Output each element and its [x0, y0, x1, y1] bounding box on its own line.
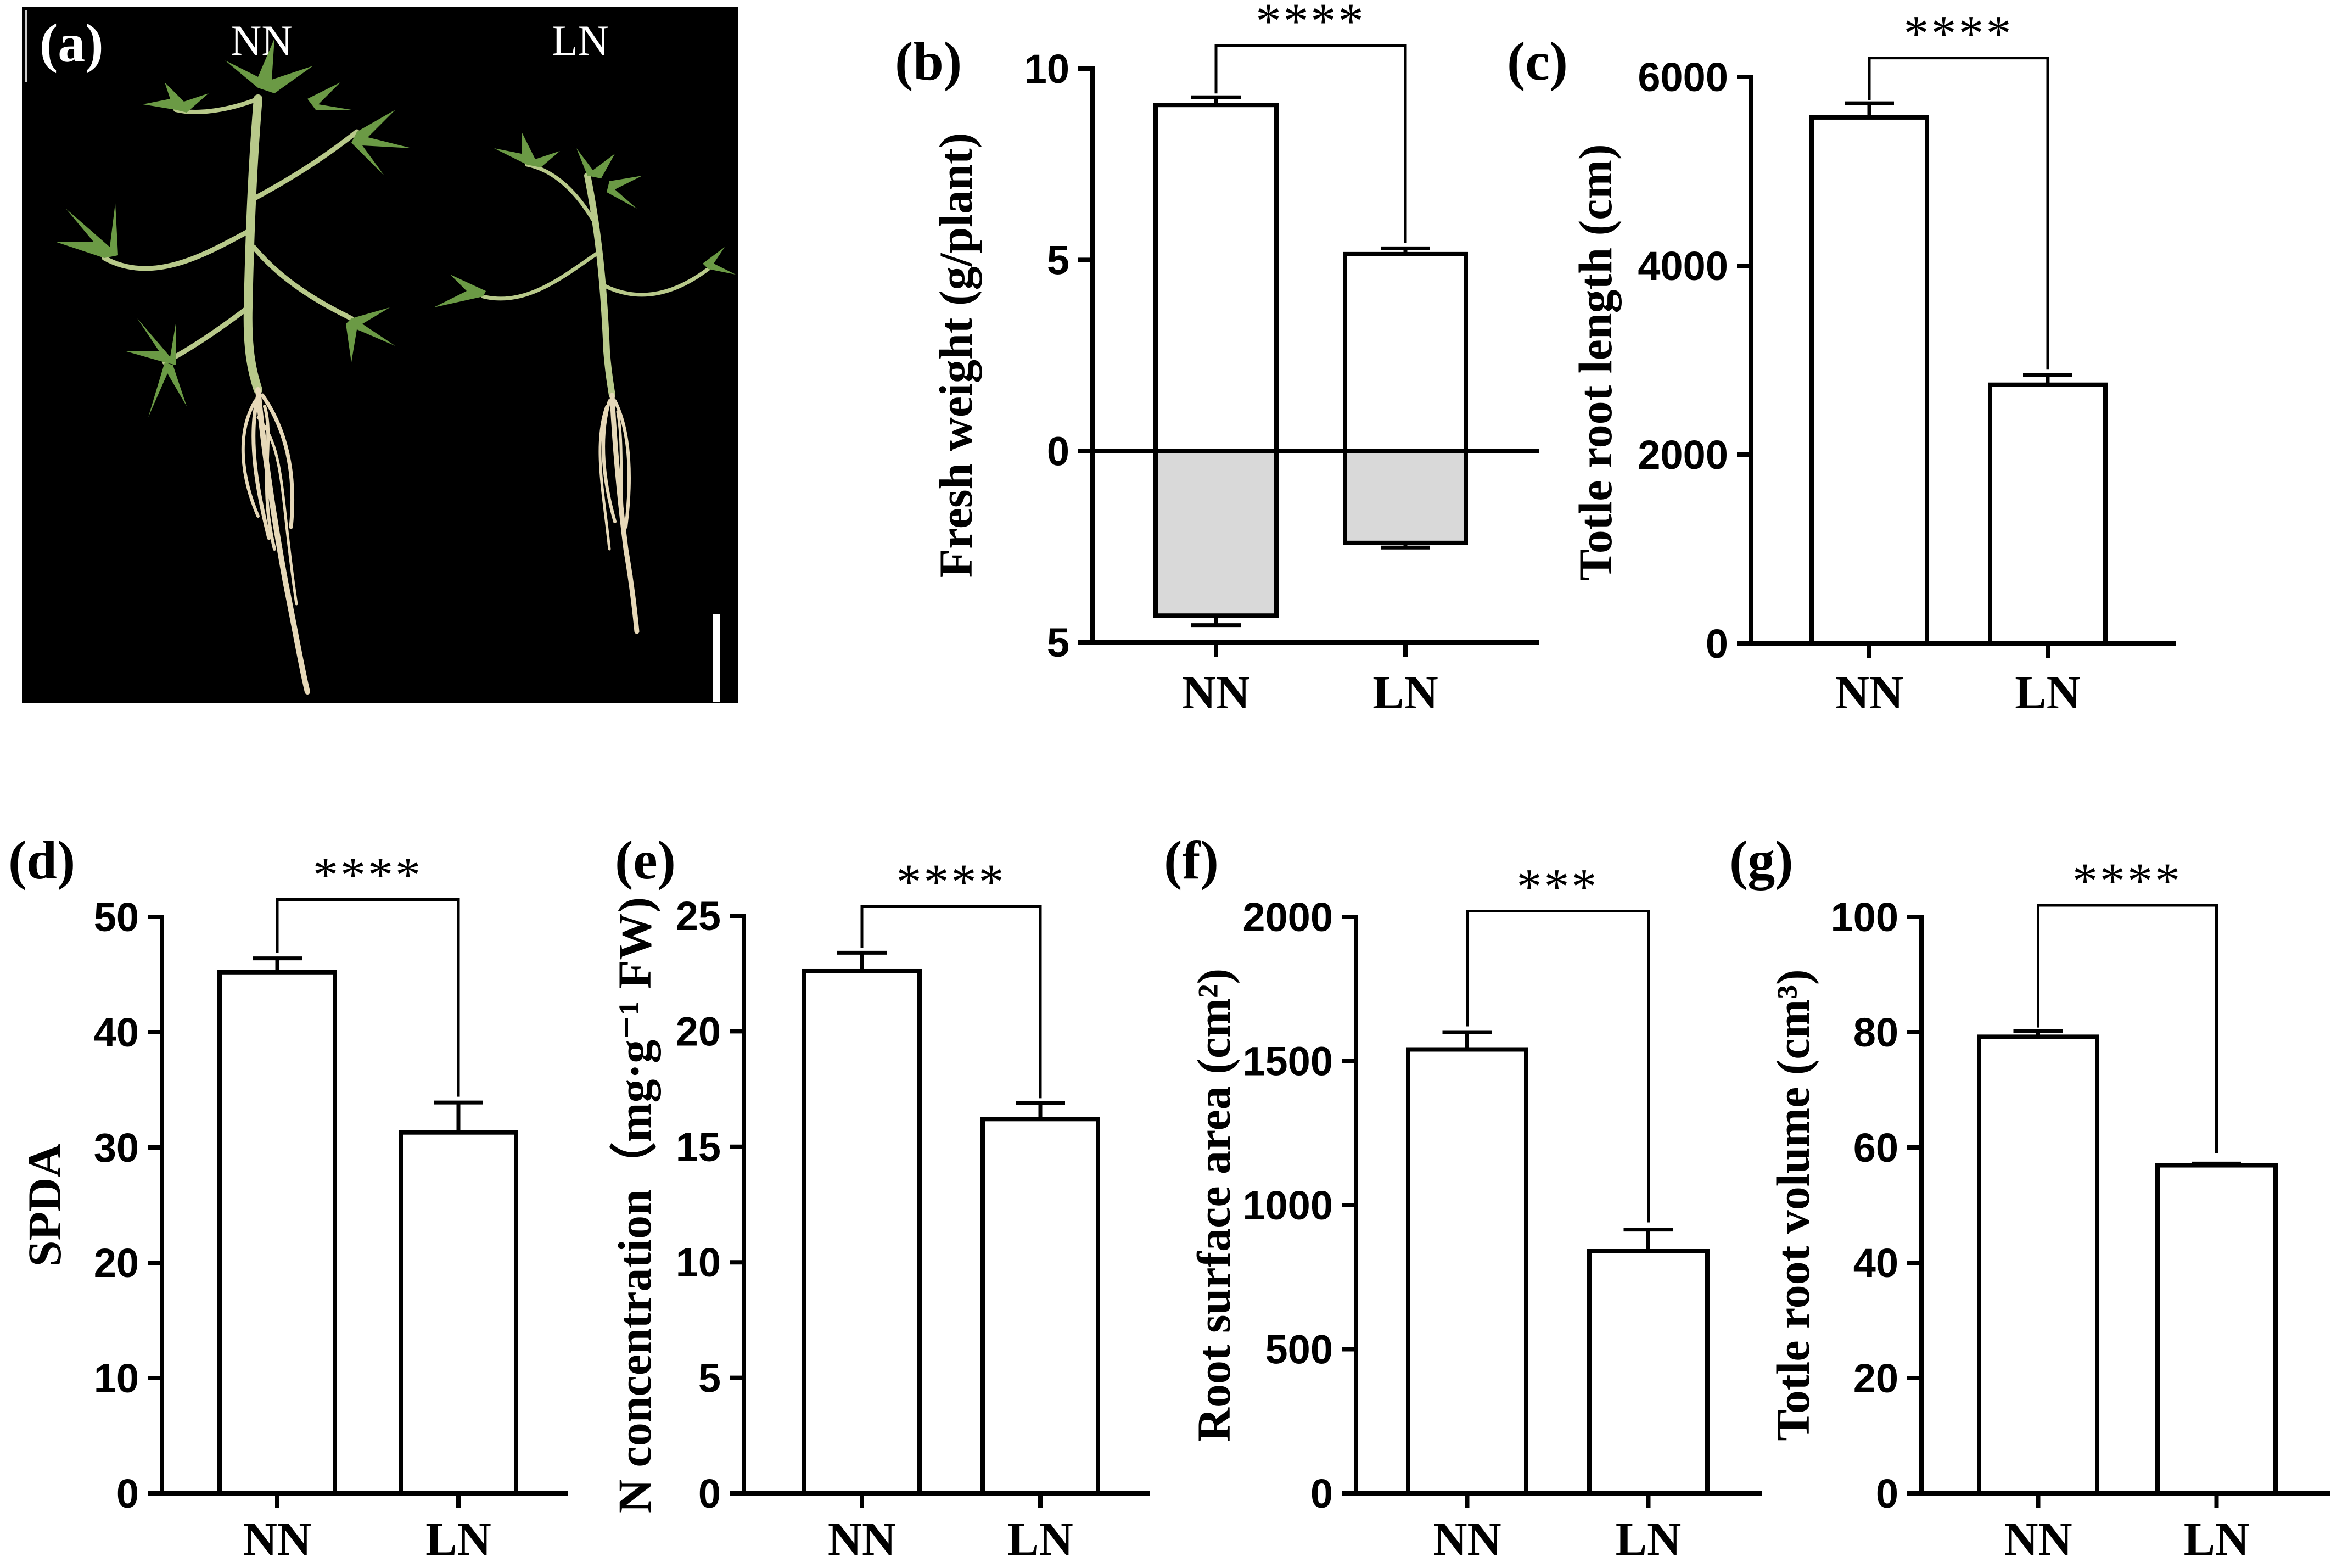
ln-plant-image	[434, 132, 736, 634]
bar-ln	[1587, 1249, 1710, 1496]
y-axis-label: Totle root volume (cm³)	[1767, 969, 1819, 1441]
significance-label: ****	[1256, 0, 1366, 49]
panel-label: (b)	[895, 31, 962, 92]
y-axis-label: SPDA	[18, 1144, 71, 1267]
x-category-label: NN	[1835, 666, 1903, 719]
x-category-label: NN	[828, 1513, 896, 1565]
y-tick-label: 5	[1047, 620, 1069, 665]
y-tick-label: 60	[1853, 1125, 1898, 1171]
y-tick-label: 0	[1876, 1471, 1898, 1516]
y-tick-label: 40	[1853, 1240, 1898, 1286]
x-category-label: LN	[1372, 666, 1438, 719]
bar-nn	[1809, 115, 1929, 646]
significance-label: ****	[313, 847, 423, 903]
y-tick-label: 4000	[1638, 243, 1728, 289]
panel-label: (c)	[1507, 31, 1568, 92]
x-category-label: NN	[1182, 666, 1250, 719]
y-tick-label: 10	[94, 1356, 139, 1401]
y-tick-label: 5	[698, 1356, 721, 1401]
y-tick-label: 30	[94, 1125, 139, 1171]
bar-ln	[2155, 1163, 2278, 1496]
y-axis-label: Root surface area (cm²)	[1187, 968, 1240, 1442]
x-category-label: NN	[1433, 1513, 1501, 1565]
y-tick-label: 20	[676, 1009, 721, 1054]
bar-ln	[980, 1117, 1100, 1496]
panel-label: (f)	[1164, 830, 1219, 891]
significance-bracket	[276, 898, 460, 1097]
significance-label: ****	[2072, 853, 2182, 909]
panel-c-root-length-chart: (c) 0 2000 4000 6000 NN LN Totle root length (c…	[1507, 5, 2176, 719]
significance-label: ****	[1904, 5, 2014, 61]
panel-b-fresh-weight-chart: (b) 5 0 5 10 NN LN Fresh weight (g/plant) ****	[895, 0, 1539, 719]
x-category-label: NN	[243, 1513, 311, 1565]
panel-d-spda-chart: (d) 0 10 20 30 40 50 NN LN SPDA ****	[8, 830, 568, 1565]
bar-ln-series-1	[1343, 449, 1468, 545]
significance-bracket	[2037, 904, 2218, 1153]
significance-bracket	[1466, 910, 1650, 1223]
y-axis-label: Fresh weight (g/plant)	[929, 133, 982, 578]
bar-ln	[399, 1130, 518, 1496]
bar-nn	[1977, 1034, 2099, 1496]
nn-plant-image	[55, 38, 412, 695]
panel-f-root-surface-area-chart: (f) 0 500 1000 1500 2000 NN LN Root surface area…	[1164, 830, 1762, 1565]
y-tick-label: 0	[1706, 621, 1728, 667]
bar-nn	[217, 970, 337, 1496]
y-tick-label: 2000	[1638, 432, 1728, 478]
y-tick-label: 20	[1853, 1356, 1898, 1401]
bar-ln-series-0	[1343, 251, 1468, 453]
y-tick-label: 1500	[1242, 1039, 1333, 1084]
x-category-label: LN	[2184, 1513, 2249, 1565]
significance-label: ****	[896, 854, 1006, 910]
bar-nn	[802, 968, 922, 1496]
y-tick-label: 6000	[1638, 54, 1728, 100]
y-tick-label: 5	[1047, 237, 1069, 283]
photo-panel: (a) NN LN	[22, 7, 738, 703]
significance-bracket	[1868, 57, 2049, 370]
y-axis-label: N concentration（mg·g⁻¹ FW)	[608, 897, 661, 1513]
bar-nn-series-1	[1153, 449, 1279, 618]
y-tick-label: 0	[116, 1471, 139, 1516]
y-tick-label: 80	[1853, 1010, 1898, 1055]
significance-bracket	[1214, 44, 1407, 243]
y-tick-label: 1000	[1242, 1183, 1333, 1228]
y-tick-label: 100	[1831, 894, 1898, 940]
y-tick-label: 0	[698, 1471, 721, 1516]
photo-panel-label: (a)	[40, 13, 104, 74]
photo-label-nn: NN	[231, 16, 293, 64]
y-axis-label: Totle root length (cm)	[1569, 144, 1622, 580]
bar-ln	[1988, 382, 2108, 646]
x-category-label: NN	[2004, 1513, 2072, 1565]
x-category-label: LN	[2015, 666, 2080, 719]
bar-nn-series-0	[1153, 103, 1279, 453]
panel-g-root-volume-chart: (g) 0 20 40 60 80 100 NN LN Totle root volume (cm…	[1729, 830, 2330, 1565]
panel-e-n-concentration-chart: (e) 0 5 10 15 20 25 NN LN N concentration（mg·g⁻¹ …	[608, 830, 1150, 1565]
significance-label: ***	[1517, 859, 1599, 915]
y-tick-label: 40	[94, 1010, 139, 1055]
panel-label: (d)	[8, 830, 75, 891]
panel-label: (g)	[1729, 830, 1794, 891]
x-category-label: LN	[425, 1513, 491, 1565]
y-tick-label: 25	[676, 893, 721, 939]
x-category-label: LN	[1616, 1513, 1681, 1565]
panel-label: (e)	[615, 830, 676, 891]
y-tick-label: 500	[1265, 1327, 1333, 1373]
y-tick-label: 10	[1024, 46, 1069, 92]
photo-label-ln: LN	[552, 16, 609, 64]
significance-bracket	[860, 905, 1042, 1099]
y-tick-label: 15	[676, 1124, 721, 1170]
y-tick-label: 0	[1310, 1471, 1333, 1516]
scale-bar	[713, 614, 720, 702]
y-tick-label: 50	[94, 894, 139, 940]
bar-nn	[1406, 1047, 1528, 1496]
x-category-label: LN	[1007, 1513, 1073, 1565]
y-tick-label: 10	[676, 1240, 721, 1285]
y-tick-label: 20	[94, 1240, 139, 1286]
y-tick-label: 0	[1047, 429, 1069, 474]
y-tick-label: 2000	[1242, 894, 1333, 940]
